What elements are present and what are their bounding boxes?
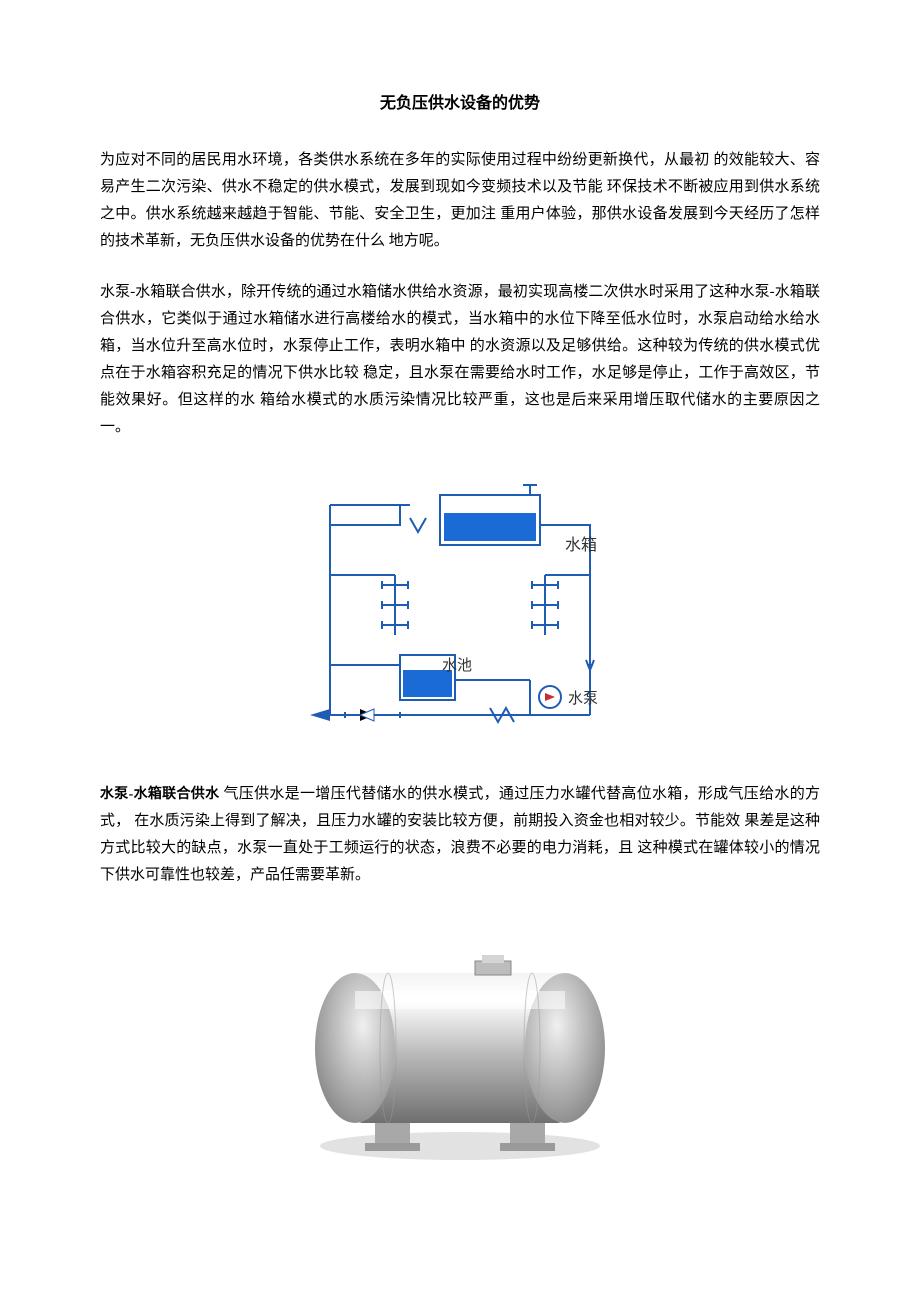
svg-text:水泵: 水泵 bbox=[568, 690, 598, 707]
diagram-1-container: 水箱 水池 水泵 bbox=[100, 465, 820, 765]
svg-text:水池: 水池 bbox=[442, 657, 472, 674]
paragraph-3: 水泵-水箱联合供水 气压供水是一增压代替储水的供水模式，通过压力水罐代替高位水箱… bbox=[100, 781, 820, 889]
pump-tank-diagram: 水箱 水池 水泵 bbox=[290, 465, 630, 755]
pressure-tank-illustration bbox=[280, 913, 640, 1183]
svg-text:水箱: 水箱 bbox=[565, 536, 597, 554]
paragraph-2: 水泵-水箱联合供水，除开传统的通过水箱储水供给水资源，最初实现高楼二次供水时采用… bbox=[100, 279, 820, 441]
pressure-tank-figure bbox=[100, 913, 820, 1193]
document-title: 无负压供水设备的优势 bbox=[100, 90, 820, 119]
diagram-1-caption: 水泵-水箱联合供水 bbox=[100, 787, 219, 802]
paragraph-1: 为应对不同的居民用水环境，各类供水系统在多年的实际使用过程中纷纷更新换代，从最初… bbox=[100, 147, 820, 255]
